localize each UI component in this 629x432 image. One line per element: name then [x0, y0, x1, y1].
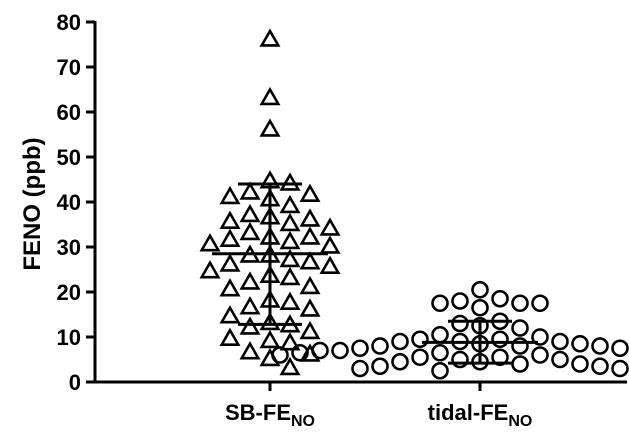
- triangle-marker: [219, 210, 241, 229]
- y-tick-label: 0: [69, 370, 81, 395]
- triangle-marker: [299, 226, 321, 245]
- triangle-marker: [279, 248, 301, 268]
- triangle-marker: [259, 118, 281, 137]
- y-tick-label: 60: [57, 100, 81, 125]
- triangle-marker: [319, 235, 341, 254]
- circle-marker: [511, 319, 529, 337]
- axis-labels: 0 10 20 30 40 50 60 70 80 FENO (ppb) SB-FENO tidal-…: [19, 10, 532, 430]
- circle-marker: [531, 346, 549, 364]
- triangle-marker: [239, 221, 261, 241]
- circle-marker: [531, 294, 549, 313]
- summary-bars: [212, 182, 538, 365]
- triangle-marker: [259, 329, 281, 349]
- triangle-marker: [219, 228, 241, 247]
- circle-marker: [511, 355, 529, 373]
- triangle-marker: [199, 233, 221, 252]
- circle-marker: [391, 332, 409, 351]
- circle-marker: [471, 280, 489, 299]
- triangle-marker: [299, 183, 321, 202]
- circle-marker: [391, 352, 409, 371]
- circle-marker: [471, 298, 489, 317]
- axes: [86, 20, 627, 391]
- circle-marker: [571, 355, 589, 373]
- data-marks: [199, 28, 629, 380]
- circle-marker: [511, 294, 529, 313]
- triangle-marker: [219, 278, 241, 297]
- triangle-marker: [279, 332, 301, 351]
- circle-marker: [611, 359, 629, 378]
- triangle-marker: [259, 86, 281, 106]
- circle-marker: [351, 339, 369, 358]
- triangle-marker: [279, 194, 301, 214]
- triangle-marker: [279, 291, 301, 310]
- y-tick-label: 70: [57, 55, 81, 80]
- y-axis-title: FENO (ppb): [19, 137, 46, 270]
- triangle-marker: [279, 230, 301, 250]
- circle-marker: [311, 341, 329, 360]
- circle-marker: [491, 289, 509, 308]
- circle-marker: [551, 350, 569, 369]
- y-tick-label: 50: [57, 145, 81, 170]
- triangle-marker: [259, 311, 281, 331]
- triangle-marker: [299, 320, 321, 340]
- triangle-marker: [279, 212, 301, 232]
- triangle-marker: [199, 260, 221, 279]
- triangle-marker: [299, 251, 321, 270]
- triangle-marker: [279, 356, 301, 376]
- triangle-marker: [259, 28, 281, 47]
- circle-marker: [511, 337, 529, 355]
- triangle-marker: [299, 208, 321, 227]
- circle-marker: [531, 328, 549, 346]
- circle-marker: [271, 346, 289, 364]
- triangle-marker: [239, 271, 261, 290]
- circle-marker: [411, 330, 429, 349]
- triangle-marker: [259, 347, 281, 367]
- triangle-marker: [319, 217, 341, 236]
- triangle-marker: [279, 172, 301, 191]
- triangle-marker: [219, 327, 241, 346]
- circle-marker: [431, 325, 449, 344]
- circle-marker: [571, 334, 589, 353]
- y-tick-label: 20: [57, 280, 81, 305]
- triangle-marker: [219, 185, 241, 205]
- triangle-marker: [219, 305, 241, 324]
- triangle-marker: [239, 296, 261, 315]
- circle-marker: [551, 332, 569, 351]
- triangle-marker: [279, 266, 301, 286]
- category-label: SB-FENO: [225, 400, 315, 430]
- circle-marker: [351, 359, 369, 378]
- circle-marker: [451, 292, 469, 310]
- circle-marker: [431, 343, 449, 362]
- triangle-marker: [219, 253, 241, 272]
- y-tick-label: 40: [57, 190, 81, 215]
- circle-marker: [291, 343, 309, 362]
- triangle-marker: [239, 181, 261, 200]
- y-tick-label: 80: [57, 10, 81, 35]
- triangle-marker: [239, 316, 261, 335]
- circle-marker: [331, 341, 349, 360]
- triangle-marker: [299, 298, 321, 317]
- circle-marker: [491, 330, 509, 349]
- triangle-marker: [239, 203, 261, 223]
- circle-marker: [431, 294, 449, 313]
- circle-marker: [371, 337, 389, 355]
- triangle-marker: [239, 341, 261, 360]
- circle-marker: [491, 348, 509, 367]
- circle-marker: [451, 314, 469, 333]
- y-tick-label: 30: [57, 235, 81, 260]
- circle-marker: [371, 357, 389, 376]
- circle-marker: [431, 361, 449, 380]
- category-label: tidal-FENO: [428, 400, 533, 430]
- circle-marker: [411, 348, 429, 367]
- circle-marker: [591, 357, 609, 376]
- circle-marker: [611, 339, 629, 358]
- circle-marker: [451, 350, 469, 369]
- triangle-marker: [299, 275, 321, 295]
- y-tick-label: 10: [57, 325, 81, 350]
- circle-marker: [591, 337, 609, 355]
- triangle-marker: [319, 255, 341, 274]
